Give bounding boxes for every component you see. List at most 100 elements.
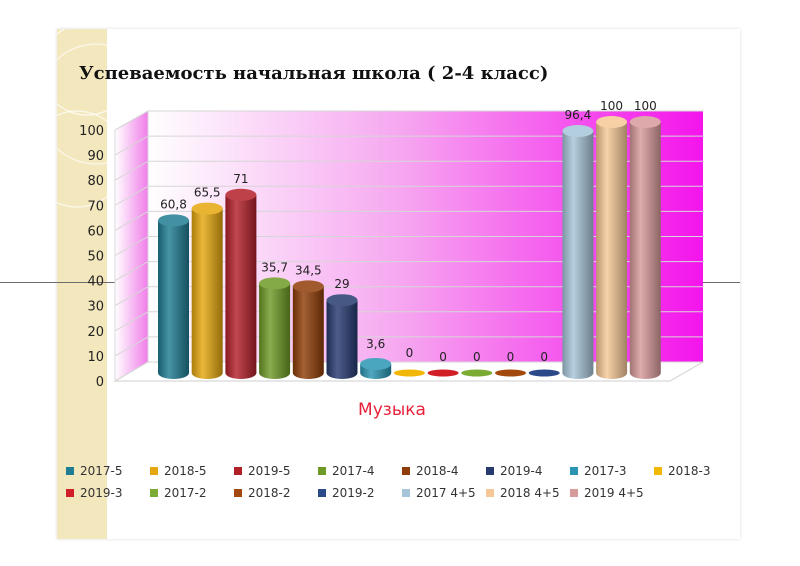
bar-2019-3: [427, 369, 459, 377]
y-tick-label: 30: [87, 300, 104, 315]
bar-2018-3: [393, 369, 425, 377]
data-label: 65,5: [194, 186, 221, 200]
legend-label: 2019-2: [332, 486, 375, 500]
y-tick-label: 60: [87, 224, 104, 239]
bar-2018-5: [191, 202, 223, 379]
legend-swatch: [570, 489, 578, 497]
grid-line: [114, 311, 703, 332]
legend-item: 2018-4: [402, 464, 459, 478]
divider-line-right: [690, 282, 740, 283]
legend-swatch: [570, 467, 578, 475]
legend-item: 2018-3: [654, 464, 711, 478]
data-label: 0: [439, 350, 447, 364]
bar-2018-2: [495, 369, 526, 377]
grid-line: [114, 286, 703, 307]
legend-swatch: [66, 489, 74, 497]
bar-2017-3: [360, 357, 392, 379]
legend-label: 2017-4: [332, 464, 375, 478]
chart-legend: 2017-5 2018-5 2019-5 2017-4 2018-4 2019-4 2017…: [66, 464, 726, 508]
legend-swatch: [318, 467, 326, 475]
data-label: 96,4: [565, 108, 592, 122]
y-tick-label: 100: [79, 124, 104, 139]
y-tick-label: 40: [87, 275, 104, 290]
legend-item: 2019-2: [318, 486, 375, 500]
bar-2019-2: [528, 369, 560, 377]
bar-2018-4: [292, 280, 324, 379]
legend-item: 2017-3: [570, 464, 627, 478]
divider-line-left: [0, 282, 118, 283]
bar-2019-4: [326, 294, 358, 379]
data-label: 34,5: [295, 263, 322, 277]
y-tick-label: 0: [96, 375, 104, 390]
legend-item: 2019 4+5: [570, 486, 644, 500]
y-tick-label: 20: [87, 325, 104, 340]
legend-label: 2019-3: [80, 486, 123, 500]
legend-item: 2018 4+5: [486, 486, 560, 500]
legend-label: 2018-2: [248, 486, 291, 500]
bar-2017-5: [158, 214, 189, 379]
legend-swatch: [234, 489, 242, 497]
legend-label: 2017-2: [164, 486, 207, 500]
data-label: 29: [334, 277, 349, 291]
grid-line: [114, 336, 703, 357]
y-tick-label: 70: [87, 199, 104, 214]
bar-2017-4: [259, 277, 291, 379]
legend-item: 2018-2: [234, 486, 291, 500]
grid-line: [114, 210, 703, 231]
grid-line: [114, 135, 703, 156]
legend-item: 2019-4: [486, 464, 543, 478]
legend-swatch: [402, 489, 410, 497]
decorative-circles: [57, 29, 107, 208]
chart-title: Успеваемость начальная школа ( 2-4 класс…: [79, 63, 548, 84]
grid-line: [114, 110, 703, 131]
data-label: 3,6: [366, 337, 385, 351]
y-tick-label: 50: [87, 250, 104, 265]
bar-2017-4+5: [562, 125, 594, 379]
legend-label: 2019 4+5: [584, 486, 644, 500]
legend-item: 2017 4+5: [402, 486, 476, 500]
legend-label: 2019-4: [500, 464, 543, 478]
legend-label: 2017 4+5: [416, 486, 476, 500]
bar-2018-4+5: [596, 116, 628, 379]
data-label: 0: [406, 346, 414, 360]
data-label: 100: [600, 99, 623, 113]
data-label: 0: [473, 350, 481, 364]
legend-swatch: [402, 467, 410, 475]
legend-swatch: [66, 467, 74, 475]
legend-row: 2019-3 2017-2 2018-2 2019-2 2017 4+5 2018 4+5…: [66, 486, 726, 508]
legend-swatch: [486, 467, 494, 475]
legend-label: 2018-3: [668, 464, 711, 478]
grid-line: [114, 261, 703, 282]
legend-swatch: [486, 489, 494, 497]
legend-swatch: [150, 489, 158, 497]
y-tick-label: 90: [87, 149, 104, 164]
data-label: 100: [634, 99, 657, 113]
legend-item: 2019-3: [66, 486, 123, 500]
grid-line: [114, 160, 703, 181]
legend-label: 2018-5: [164, 464, 207, 478]
bar-2017-2: [461, 369, 493, 377]
data-label: 60,8: [160, 197, 187, 211]
legend-label: 2017-3: [584, 464, 627, 478]
grid-line: [114, 361, 703, 382]
legend-label: 2018 4+5: [500, 486, 560, 500]
legend-item: 2018-5: [150, 464, 207, 478]
legend-item: 2017-2: [150, 486, 207, 500]
y-tick-label: 80: [87, 174, 104, 189]
legend-swatch: [654, 467, 662, 475]
legend-row: 2017-5 2018-5 2019-5 2017-4 2018-4 2019-4 2017…: [66, 464, 726, 486]
legend-swatch: [318, 489, 326, 497]
decorative-side-stripe: [57, 29, 107, 539]
legend-swatch: [150, 467, 158, 475]
bar-2019-4+5: [629, 116, 661, 379]
legend-label: 2019-5: [248, 464, 291, 478]
data-label: 0: [540, 350, 548, 364]
legend-label: 2018-4: [416, 464, 459, 478]
bar-chart: Успеваемость начальная школа ( 2-4 класс…: [79, 63, 705, 420]
legend-label: 2017-5: [80, 464, 123, 478]
legend-item: 2019-5: [234, 464, 291, 478]
legend-swatch: [234, 467, 242, 475]
y-tick-label: 10: [87, 350, 104, 365]
legend-item: 2017-4: [318, 464, 375, 478]
x-axis-label: Музыка: [358, 400, 426, 420]
